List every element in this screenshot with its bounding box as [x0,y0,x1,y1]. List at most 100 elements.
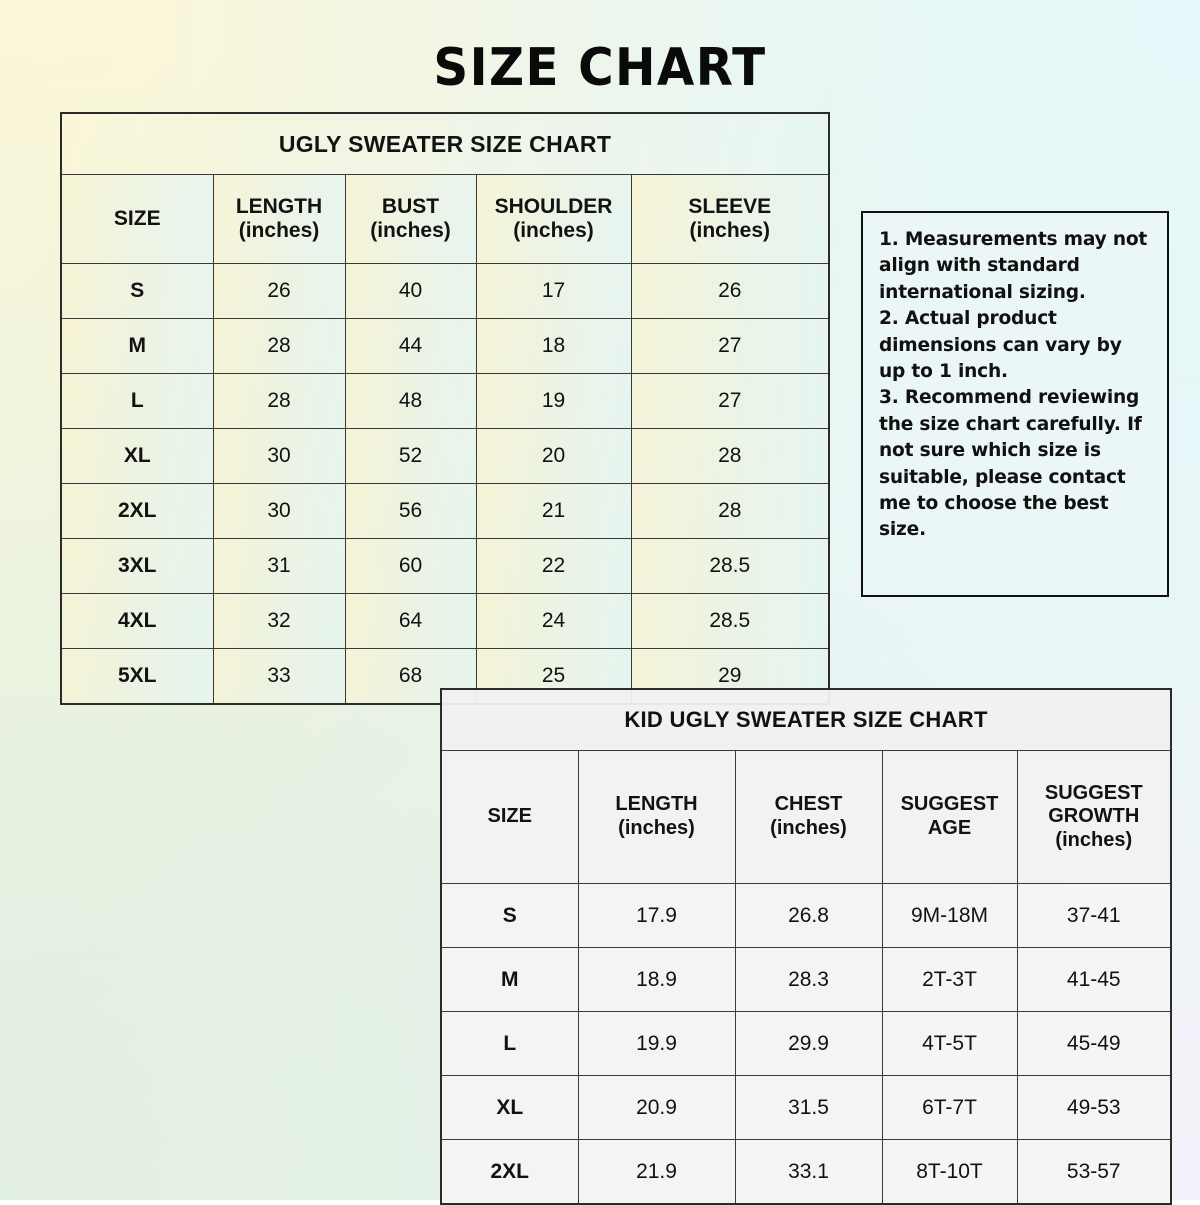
adult-cell-length: 28 [212,373,346,429]
adult-cell-bust: 60 [344,538,477,594]
adult-cell-bust: 44 [344,318,477,374]
kid-table-caption: KID UGLY SWEATER SIZE CHART [440,688,1172,751]
kid-cell-growth: 49-53 [1016,1075,1172,1140]
page-title: SIZE CHART [433,38,767,98]
adult-cell-sleeve: 28 [630,428,830,484]
kid-col-header-age: SUGGEST AGE [881,750,1018,884]
kid-col-header-chest: CHEST (inches) [734,750,883,884]
adult-cell-shoulder: 17 [475,263,632,319]
adult-cell-sleeve: 28.5 [630,593,830,649]
adult-col-header-length: LENGTH (inches) [212,174,346,264]
adult-col-header-size-main: SIZE [113,207,161,231]
adult-col-header-length-sub: (inches) [238,219,320,242]
adult-col-header-bust-sub: (inches) [370,219,451,242]
adult-cell-bust: 48 [344,373,477,429]
kid-cell-age: 6T-7T [881,1075,1018,1140]
kid-cell-growth: 53-57 [1016,1139,1172,1205]
adult-col-header-length-main: LENGTH [235,195,323,219]
adult-table-caption-row: UGLY SWEATER SIZE CHART [60,112,830,175]
adult-cell-size: 3XL [60,538,214,594]
adult-cell-bust: 40 [344,263,477,319]
kid-col-header-growth-sub: (inches) [1055,828,1133,851]
kid-col-header-growth: SUGGEST GROWTH (inches) [1016,750,1172,884]
adult-cell-sleeve: 28.5 [630,538,830,594]
kid-col-header-chest-main: CHEST [774,793,843,816]
table-row: M 18.9 28.3 2T-3T 41-45 [440,947,1172,1012]
kid-cell-size: 2XL [440,1139,579,1205]
adult-cell-shoulder: 24 [475,593,632,649]
kid-cell-growth: 37-41 [1016,883,1172,948]
adult-cell-bust: 52 [344,428,477,484]
kid-cell-age: 4T-5T [881,1011,1018,1076]
adult-cell-length: 30 [212,483,346,539]
adult-cell-length: 31 [212,538,346,594]
adult-col-header-sleeve-sub: (inches) [689,219,771,242]
adult-cell-sleeve: 28 [630,483,830,539]
kid-cell-chest: 29.9 [734,1011,883,1076]
adult-cell-shoulder: 20 [475,428,632,484]
kid-cell-size: L [440,1011,579,1076]
adult-cell-size: M [60,318,214,374]
kid-table-header-row: SIZE LENGTH (inches) CHEST (inches) SUGG… [440,750,1172,884]
note-item-2: 2. Actual product dimensions can vary by… [879,308,1122,382]
adult-size-chart-table: UGLY SWEATER SIZE CHART SIZE LENGTH (inc… [60,112,831,705]
table-row: S 17.9 26.8 9M-18M 37-41 [440,883,1172,948]
kid-cell-size: XL [440,1075,579,1140]
kid-table-caption-row: KID UGLY SWEATER SIZE CHART [440,688,1172,751]
table-row: 2XL 30 56 21 28 [60,483,830,539]
table-row: L 28 48 19 27 [60,373,830,429]
kid-col-header-size: SIZE [440,750,579,884]
adult-table-header-row: SIZE LENGTH (inches) BUST (inches) SHOUL… [60,174,830,264]
kid-cell-length: 20.9 [577,1075,736,1140]
kid-size-chart-table: KID UGLY SWEATER SIZE CHART SIZE LENGTH … [440,688,1173,1205]
kid-col-header-length-sub: (inches) [618,817,695,839]
table-row: XL 20.9 31.5 6T-7T 49-53 [440,1075,1172,1140]
adult-cell-size: 5XL [60,648,214,705]
kid-cell-age: 9M-18M [881,883,1018,948]
adult-cell-sleeve: 27 [630,318,830,374]
adult-col-header-shoulder-main: SHOULDER [494,195,613,219]
adult-col-header-sleeve-main: SLEEVE [688,195,772,219]
kid-cell-age: 8T-10T [881,1139,1018,1205]
adult-cell-length: 28 [212,318,346,374]
adult-col-header-shoulder-sub: (inches) [513,219,594,242]
adult-cell-size: 4XL [60,593,214,649]
adult-cell-shoulder: 22 [475,538,632,594]
table-row: 4XL 32 64 24 28.5 [60,593,830,649]
adult-cell-size: S [60,263,214,319]
kid-cell-length: 19.9 [577,1011,736,1076]
adult-table-caption: UGLY SWEATER SIZE CHART [60,112,830,175]
adult-col-header-bust: BUST (inches) [344,174,477,264]
kid-col-header-length: LENGTH (inches) [577,750,736,884]
measurement-notes-box: 1. Measurements may not align with stand… [861,211,1169,597]
adult-cell-shoulder: 18 [475,318,632,374]
adult-cell-size: XL [60,428,214,484]
adult-cell-length: 30 [212,428,346,484]
adult-cell-shoulder: 21 [475,483,632,539]
table-row: M 28 44 18 27 [60,318,830,374]
adult-col-header-size: SIZE [60,174,214,264]
kid-cell-size: S [440,883,579,948]
adult-col-header-shoulder: SHOULDER (inches) [475,174,632,264]
kid-col-header-size-main: SIZE [487,805,532,828]
kid-cell-length: 21.9 [577,1139,736,1205]
kid-cell-age: 2T-3T [881,947,1018,1012]
table-row: L 19.9 29.9 4T-5T 45-49 [440,1011,1172,1076]
adult-cell-bust: 64 [344,593,477,649]
kid-cell-length: 18.9 [577,947,736,1012]
table-row: 3XL 31 60 22 28.5 [60,538,830,594]
adult-cell-bust: 56 [344,483,477,539]
kid-col-header-length-main: LENGTH [615,793,698,816]
adult-col-header-bust-main: BUST [381,195,440,219]
adult-cell-sleeve: 26 [630,263,830,319]
adult-cell-size: 2XL [60,483,214,539]
adult-cell-length: 33 [212,648,346,705]
table-row: XL 30 52 20 28 [60,428,830,484]
adult-cell-shoulder: 19 [475,373,632,429]
kid-cell-growth: 45-49 [1016,1011,1172,1076]
adult-cell-sleeve: 27 [630,373,830,429]
table-row: 2XL 21.9 33.1 8T-10T 53-57 [440,1139,1172,1205]
kid-cell-growth: 41-45 [1016,947,1172,1012]
kid-cell-chest: 28.3 [734,947,883,1012]
